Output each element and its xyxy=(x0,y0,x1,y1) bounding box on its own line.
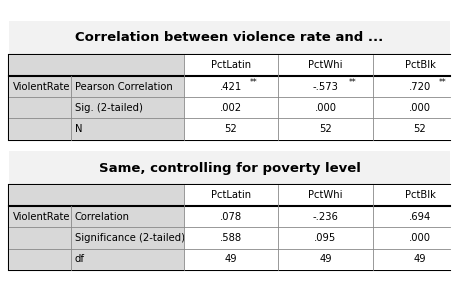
Text: 49: 49 xyxy=(414,254,426,264)
Text: 49: 49 xyxy=(224,254,237,264)
Text: .588: .588 xyxy=(220,233,242,243)
Text: .078: .078 xyxy=(220,212,242,222)
Bar xyxy=(373,76,459,97)
Bar xyxy=(373,249,459,270)
Bar xyxy=(373,118,459,140)
Bar xyxy=(9,76,71,97)
Bar xyxy=(9,185,71,206)
Bar xyxy=(9,55,71,76)
Bar xyxy=(9,97,71,118)
Text: **: ** xyxy=(348,78,356,87)
Text: .000: .000 xyxy=(409,103,431,113)
Text: Correlation: Correlation xyxy=(75,212,130,222)
Bar xyxy=(184,118,278,140)
Bar xyxy=(71,97,184,118)
Bar xyxy=(373,206,459,227)
Bar xyxy=(373,55,459,76)
Bar xyxy=(71,55,184,76)
Text: Same, controlling for poverty level: Same, controlling for poverty level xyxy=(99,162,360,175)
Bar xyxy=(9,151,450,185)
Bar xyxy=(184,249,278,270)
Text: df: df xyxy=(75,254,85,264)
Text: .095: .095 xyxy=(314,233,336,243)
Text: -.573: -.573 xyxy=(313,81,338,92)
Text: **: ** xyxy=(439,78,447,87)
Bar xyxy=(9,206,71,227)
Bar xyxy=(9,227,71,249)
Bar xyxy=(9,21,450,55)
Text: Correlation between violence rate and ...: Correlation between violence rate and ..… xyxy=(75,31,384,45)
Bar xyxy=(71,185,184,206)
Text: ViolentRate: ViolentRate xyxy=(13,212,70,222)
Text: N: N xyxy=(75,124,82,134)
Bar xyxy=(184,76,278,97)
Text: 52: 52 xyxy=(319,124,332,134)
Text: .720: .720 xyxy=(409,81,431,92)
Bar xyxy=(373,227,459,249)
Bar xyxy=(71,206,184,227)
Bar xyxy=(184,227,278,249)
Text: .000: .000 xyxy=(409,233,431,243)
Bar xyxy=(373,185,459,206)
Bar xyxy=(184,185,278,206)
Text: PctLatin: PctLatin xyxy=(211,60,251,70)
Bar xyxy=(9,55,450,140)
Bar xyxy=(278,227,373,249)
Bar xyxy=(184,97,278,118)
Text: .421: .421 xyxy=(220,81,242,92)
Text: -.236: -.236 xyxy=(313,212,338,222)
Text: **: ** xyxy=(250,78,257,87)
Bar xyxy=(278,97,373,118)
Bar xyxy=(71,249,184,270)
Text: Pearson Correlation: Pearson Correlation xyxy=(75,81,173,92)
Text: PctWhi: PctWhi xyxy=(308,190,343,200)
Bar xyxy=(278,249,373,270)
Bar xyxy=(184,55,278,76)
Text: .002: .002 xyxy=(220,103,242,113)
Text: PctWhi: PctWhi xyxy=(308,60,343,70)
Text: PctBlk: PctBlk xyxy=(404,60,436,70)
Bar xyxy=(184,206,278,227)
Bar xyxy=(278,55,373,76)
Text: Sig. (2-tailed): Sig. (2-tailed) xyxy=(75,103,143,113)
Text: .000: .000 xyxy=(314,103,336,113)
Bar xyxy=(9,118,71,140)
Bar xyxy=(71,227,184,249)
Text: 52: 52 xyxy=(414,124,426,134)
Text: Significance (2-tailed): Significance (2-tailed) xyxy=(75,233,185,243)
Bar xyxy=(71,118,184,140)
Bar xyxy=(71,76,184,97)
Bar xyxy=(278,76,373,97)
Bar xyxy=(9,249,71,270)
Text: ViolentRate: ViolentRate xyxy=(13,81,70,92)
Bar xyxy=(9,185,450,270)
Text: .694: .694 xyxy=(409,212,431,222)
Bar xyxy=(278,118,373,140)
Text: 49: 49 xyxy=(319,254,332,264)
Bar xyxy=(278,185,373,206)
Bar xyxy=(278,206,373,227)
Text: 52: 52 xyxy=(224,124,237,134)
Text: PctBlk: PctBlk xyxy=(404,190,436,200)
Text: PctLatin: PctLatin xyxy=(211,190,251,200)
Bar xyxy=(373,97,459,118)
